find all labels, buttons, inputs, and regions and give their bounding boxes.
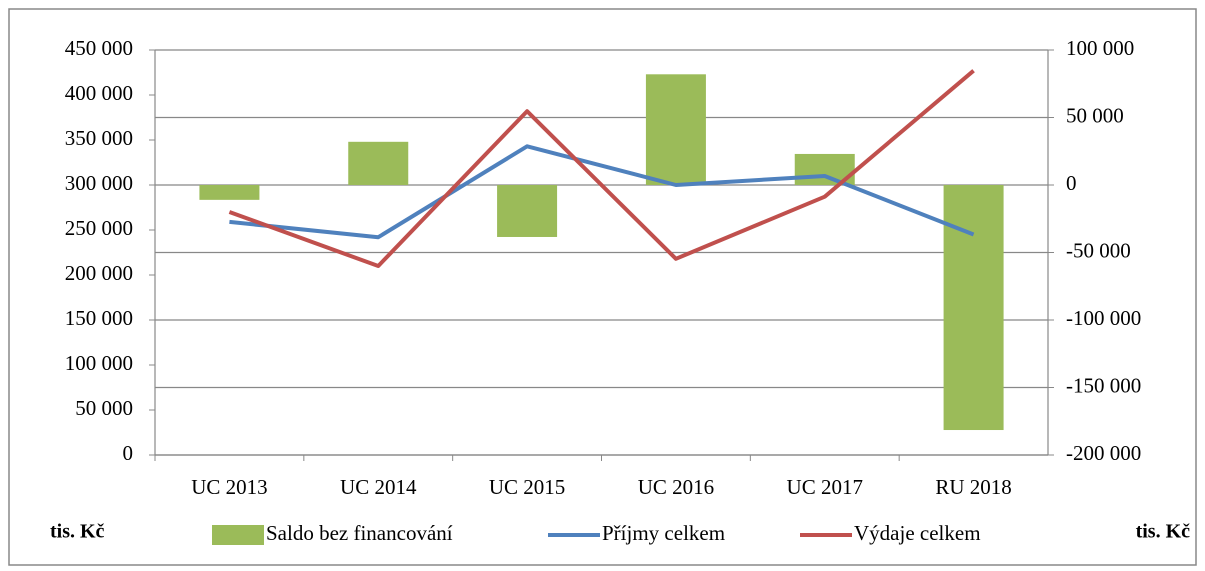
- y2-tick-label: -200 000: [1066, 441, 1141, 465]
- y2-tick-label: -50 000: [1066, 238, 1131, 262]
- x-tick-label: UC 2016: [638, 475, 714, 499]
- y2-tick-label: -150 000: [1066, 373, 1141, 397]
- x-tick-label: UC 2015: [489, 475, 565, 499]
- x-tick-label: UC 2013: [191, 475, 267, 499]
- bar: [645, 74, 706, 185]
- y-tick-label: 50 000: [75, 396, 133, 420]
- y-tick-label: 150 000: [65, 306, 133, 330]
- line-series: [228, 69, 975, 268]
- bar: [943, 185, 1004, 431]
- y-tick-label: 450 000: [65, 36, 133, 60]
- y-tick-label: 300 000: [65, 171, 133, 195]
- bar: [199, 185, 260, 200]
- y-tick-label: 400 000: [65, 81, 133, 105]
- bar: [497, 185, 558, 237]
- legend-label: Saldo bez financování: [266, 521, 453, 545]
- x-tick-label: UC 2014: [340, 475, 417, 499]
- line-series: [229, 144, 975, 240]
- x-tick-label: UC 2017: [787, 475, 863, 499]
- legend-label: Výdaje celkem: [854, 521, 981, 545]
- y2-tick-label: 50 000: [1066, 103, 1124, 127]
- legend-swatch: [212, 525, 264, 545]
- x-tick-label: RU 2018: [935, 475, 1011, 499]
- y-axis-unit: tis. Kč: [50, 521, 105, 543]
- bar: [348, 141, 409, 185]
- y-tick-label: 250 000: [65, 216, 133, 240]
- y-tick-label: 0: [123, 441, 134, 465]
- chart-border: [8, 8, 1197, 566]
- y-tick-label: 350 000: [65, 126, 133, 150]
- y2-tick-label: 100 000: [1066, 36, 1134, 60]
- y2-tick-label: -100 000: [1066, 306, 1141, 330]
- y2-tick-label: 0: [1066, 171, 1077, 195]
- legend-label: Příjmy celkem: [602, 521, 725, 545]
- y-tick-label: 200 000: [65, 261, 133, 285]
- y2-axis-unit: tis. Kč: [1136, 521, 1191, 543]
- y-tick-label: 100 000: [65, 351, 133, 375]
